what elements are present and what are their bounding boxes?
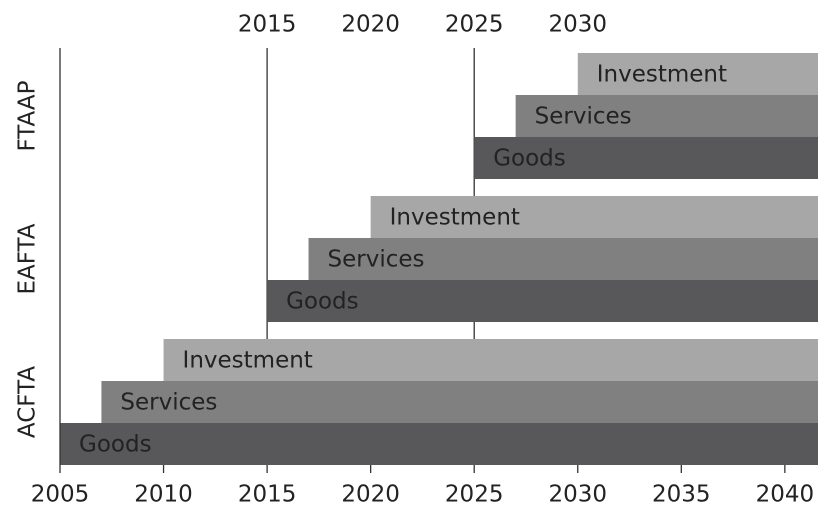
x-tick-label: 2025 <box>445 482 504 506</box>
x-tick-label: 2035 <box>652 482 711 506</box>
bar-label: Goods <box>493 146 566 172</box>
x2-tick-label: 2020 <box>341 12 400 38</box>
x2-tick-label: 2030 <box>548 12 607 38</box>
bar <box>577 53 818 95</box>
group-label: ACFTA <box>15 366 41 438</box>
bar-label: Investment <box>597 62 727 88</box>
bar <box>163 339 818 381</box>
x-tick-label: 2010 <box>134 482 193 506</box>
bar-label: Goods <box>79 432 152 458</box>
bar-label: Services <box>120 390 217 416</box>
x-tick-label: 2020 <box>341 482 400 506</box>
bar-label: Services <box>328 247 425 273</box>
x-tick-label: 2030 <box>548 482 607 506</box>
bar <box>308 238 818 280</box>
x-tick-label: 2040 <box>756 482 815 506</box>
bar <box>370 196 818 238</box>
x-tick-label: 2015 <box>238 482 297 506</box>
bar <box>267 280 818 322</box>
bar <box>474 137 818 179</box>
bar-label: Goods <box>286 289 359 315</box>
x2-tick-label: 2015 <box>238 12 297 38</box>
bar <box>60 423 818 465</box>
group-label: FTAAP <box>15 80 41 151</box>
x2-tick-label: 2025 <box>445 12 504 38</box>
bar <box>515 95 818 137</box>
bar-label: Investment <box>183 348 313 374</box>
bar <box>101 381 818 423</box>
x-tick-label: 2005 <box>31 482 90 506</box>
bar-label: Investment <box>390 205 520 231</box>
group-label: EAFTA <box>15 223 41 294</box>
bar-label: Services <box>535 104 632 130</box>
